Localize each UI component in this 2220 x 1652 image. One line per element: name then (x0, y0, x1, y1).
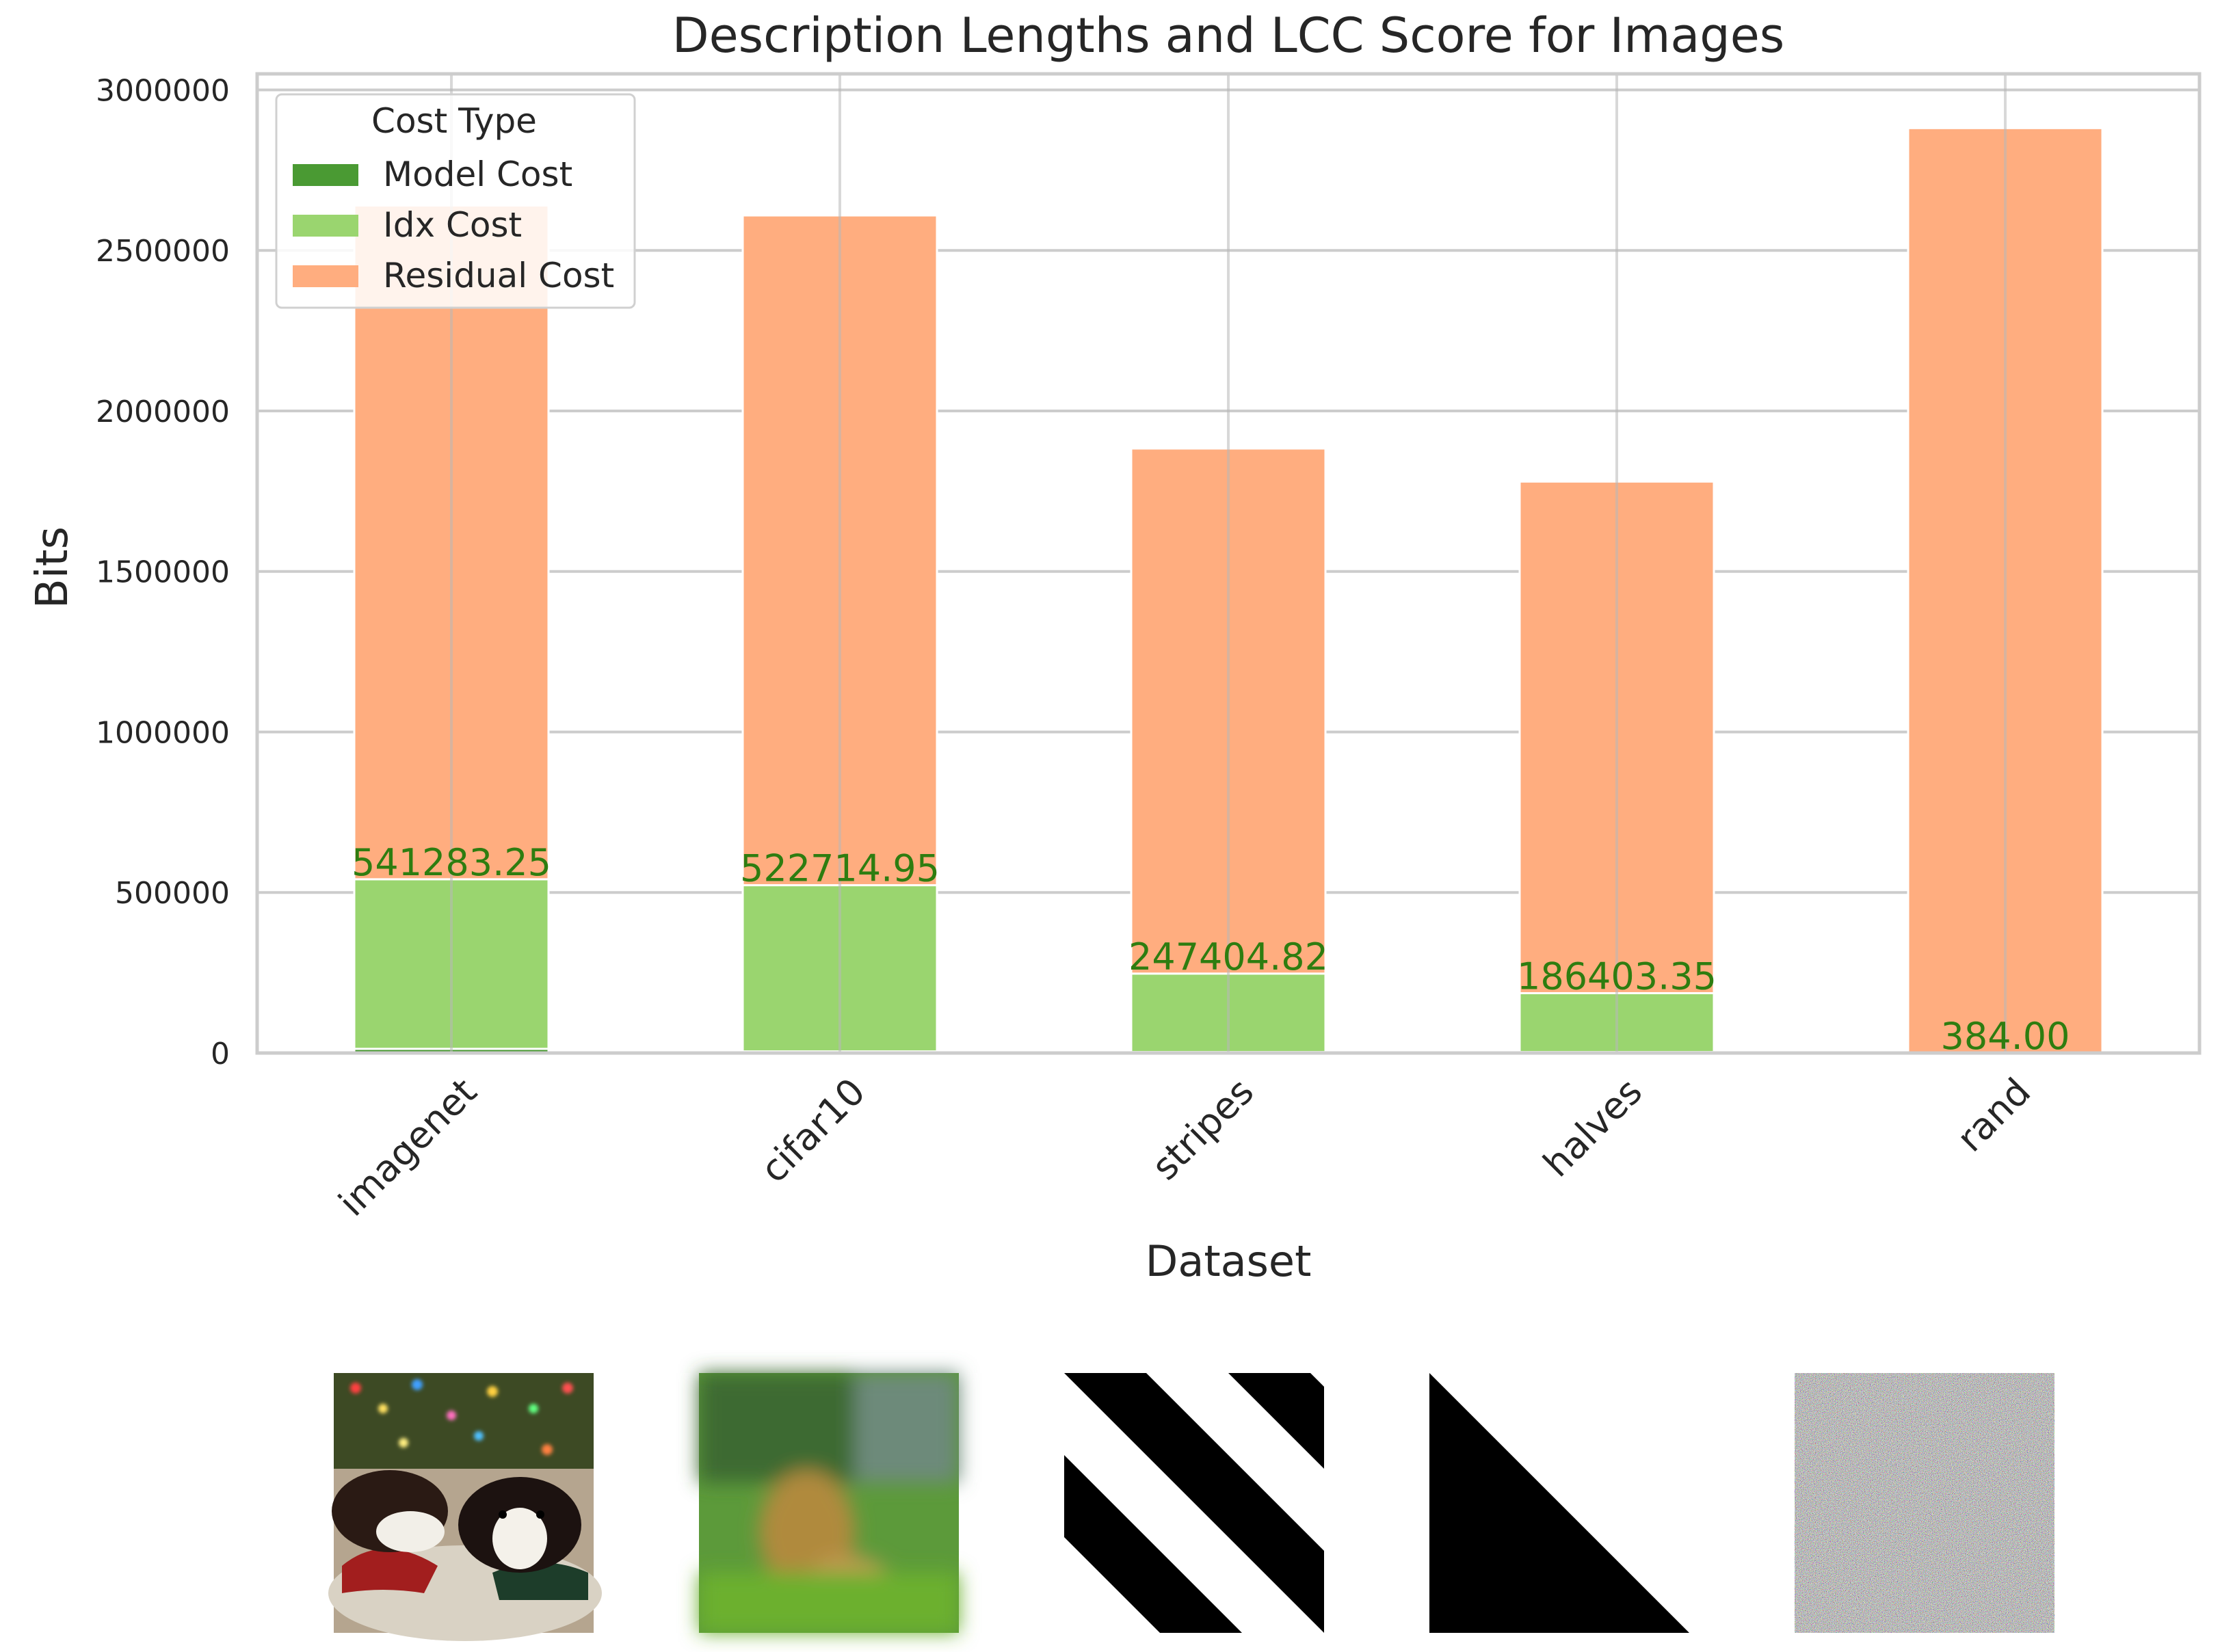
bar-value-label-imagenet: 541283.25 (352, 841, 551, 884)
x-tick-labels: imagenet cifar10 stripes halves rand (330, 1070, 2039, 1225)
x-tick-label-imagenet: imagenet (330, 1070, 485, 1225)
y-tick-label: 2000000 (96, 395, 230, 429)
y-tick-label: 0 (211, 1037, 230, 1071)
y-tick-label: 3000000 (96, 73, 230, 108)
legend: Cost Type Model Cost Idx Cost Residual Cos… (275, 93, 636, 309)
x-axis-label: Dataset (1146, 1236, 1312, 1286)
legend-title: Cost Type (371, 101, 537, 141)
bar-value-label-stripes: 247404.82 (1128, 935, 1328, 978)
legend-label-residual-cost: Residual Cost (383, 256, 614, 295)
legend-label-idx-cost: Idx Cost (383, 205, 522, 245)
legend-label-model-cost: Model Cost (383, 155, 572, 194)
bar-value-label-halves: 186403.35 (1517, 955, 1717, 998)
thumbnails (328, 1373, 2054, 1641)
blurry-animal-thumbnail (699, 1373, 959, 1633)
legend-box (275, 93, 636, 309)
y-tick-label: 1500000 (96, 555, 230, 590)
plot-frame (255, 72, 2202, 1055)
y-tick-label: 500000 (115, 876, 230, 911)
bar-value-label-rand: 384.00 (1941, 1015, 2070, 1058)
vertical-grid (450, 74, 2007, 1053)
legend-swatch-residual-cost (293, 265, 358, 287)
triangle-halves-thumbnail (1429, 1373, 1689, 1633)
chart-title: Description Lengths and LCC Score for Im… (672, 8, 1785, 64)
legend-swatch-idx-cost (293, 215, 358, 237)
y-tick-labels: 0 500000 1000000 1500000 2000000 2500000 30000… (96, 73, 230, 1071)
y-tick-label: 2500000 (96, 234, 230, 269)
y-axis-label: Bits (27, 527, 78, 609)
x-tick-label-halves: halves (1535, 1070, 1650, 1186)
x-tick-label-rand: rand (1948, 1070, 2039, 1160)
diagonal-stripes-thumbnail (1064, 1373, 1324, 1633)
bar-value-labels: 541283.25 522714.95 247404.82 186403.35 384.… (352, 841, 2070, 1058)
dog-photo-thumbnail (328, 1373, 602, 1641)
bar-value-label-cifar10: 522714.95 (740, 847, 940, 890)
legend-swatch-model-cost (293, 164, 358, 186)
x-tick-label-cifar10: cifar10 (752, 1070, 873, 1191)
random-noise-thumbnail (1795, 1373, 2054, 1633)
y-tick-label: 1000000 (96, 715, 230, 750)
x-tick-label-stripes: stripes (1144, 1070, 1262, 1188)
